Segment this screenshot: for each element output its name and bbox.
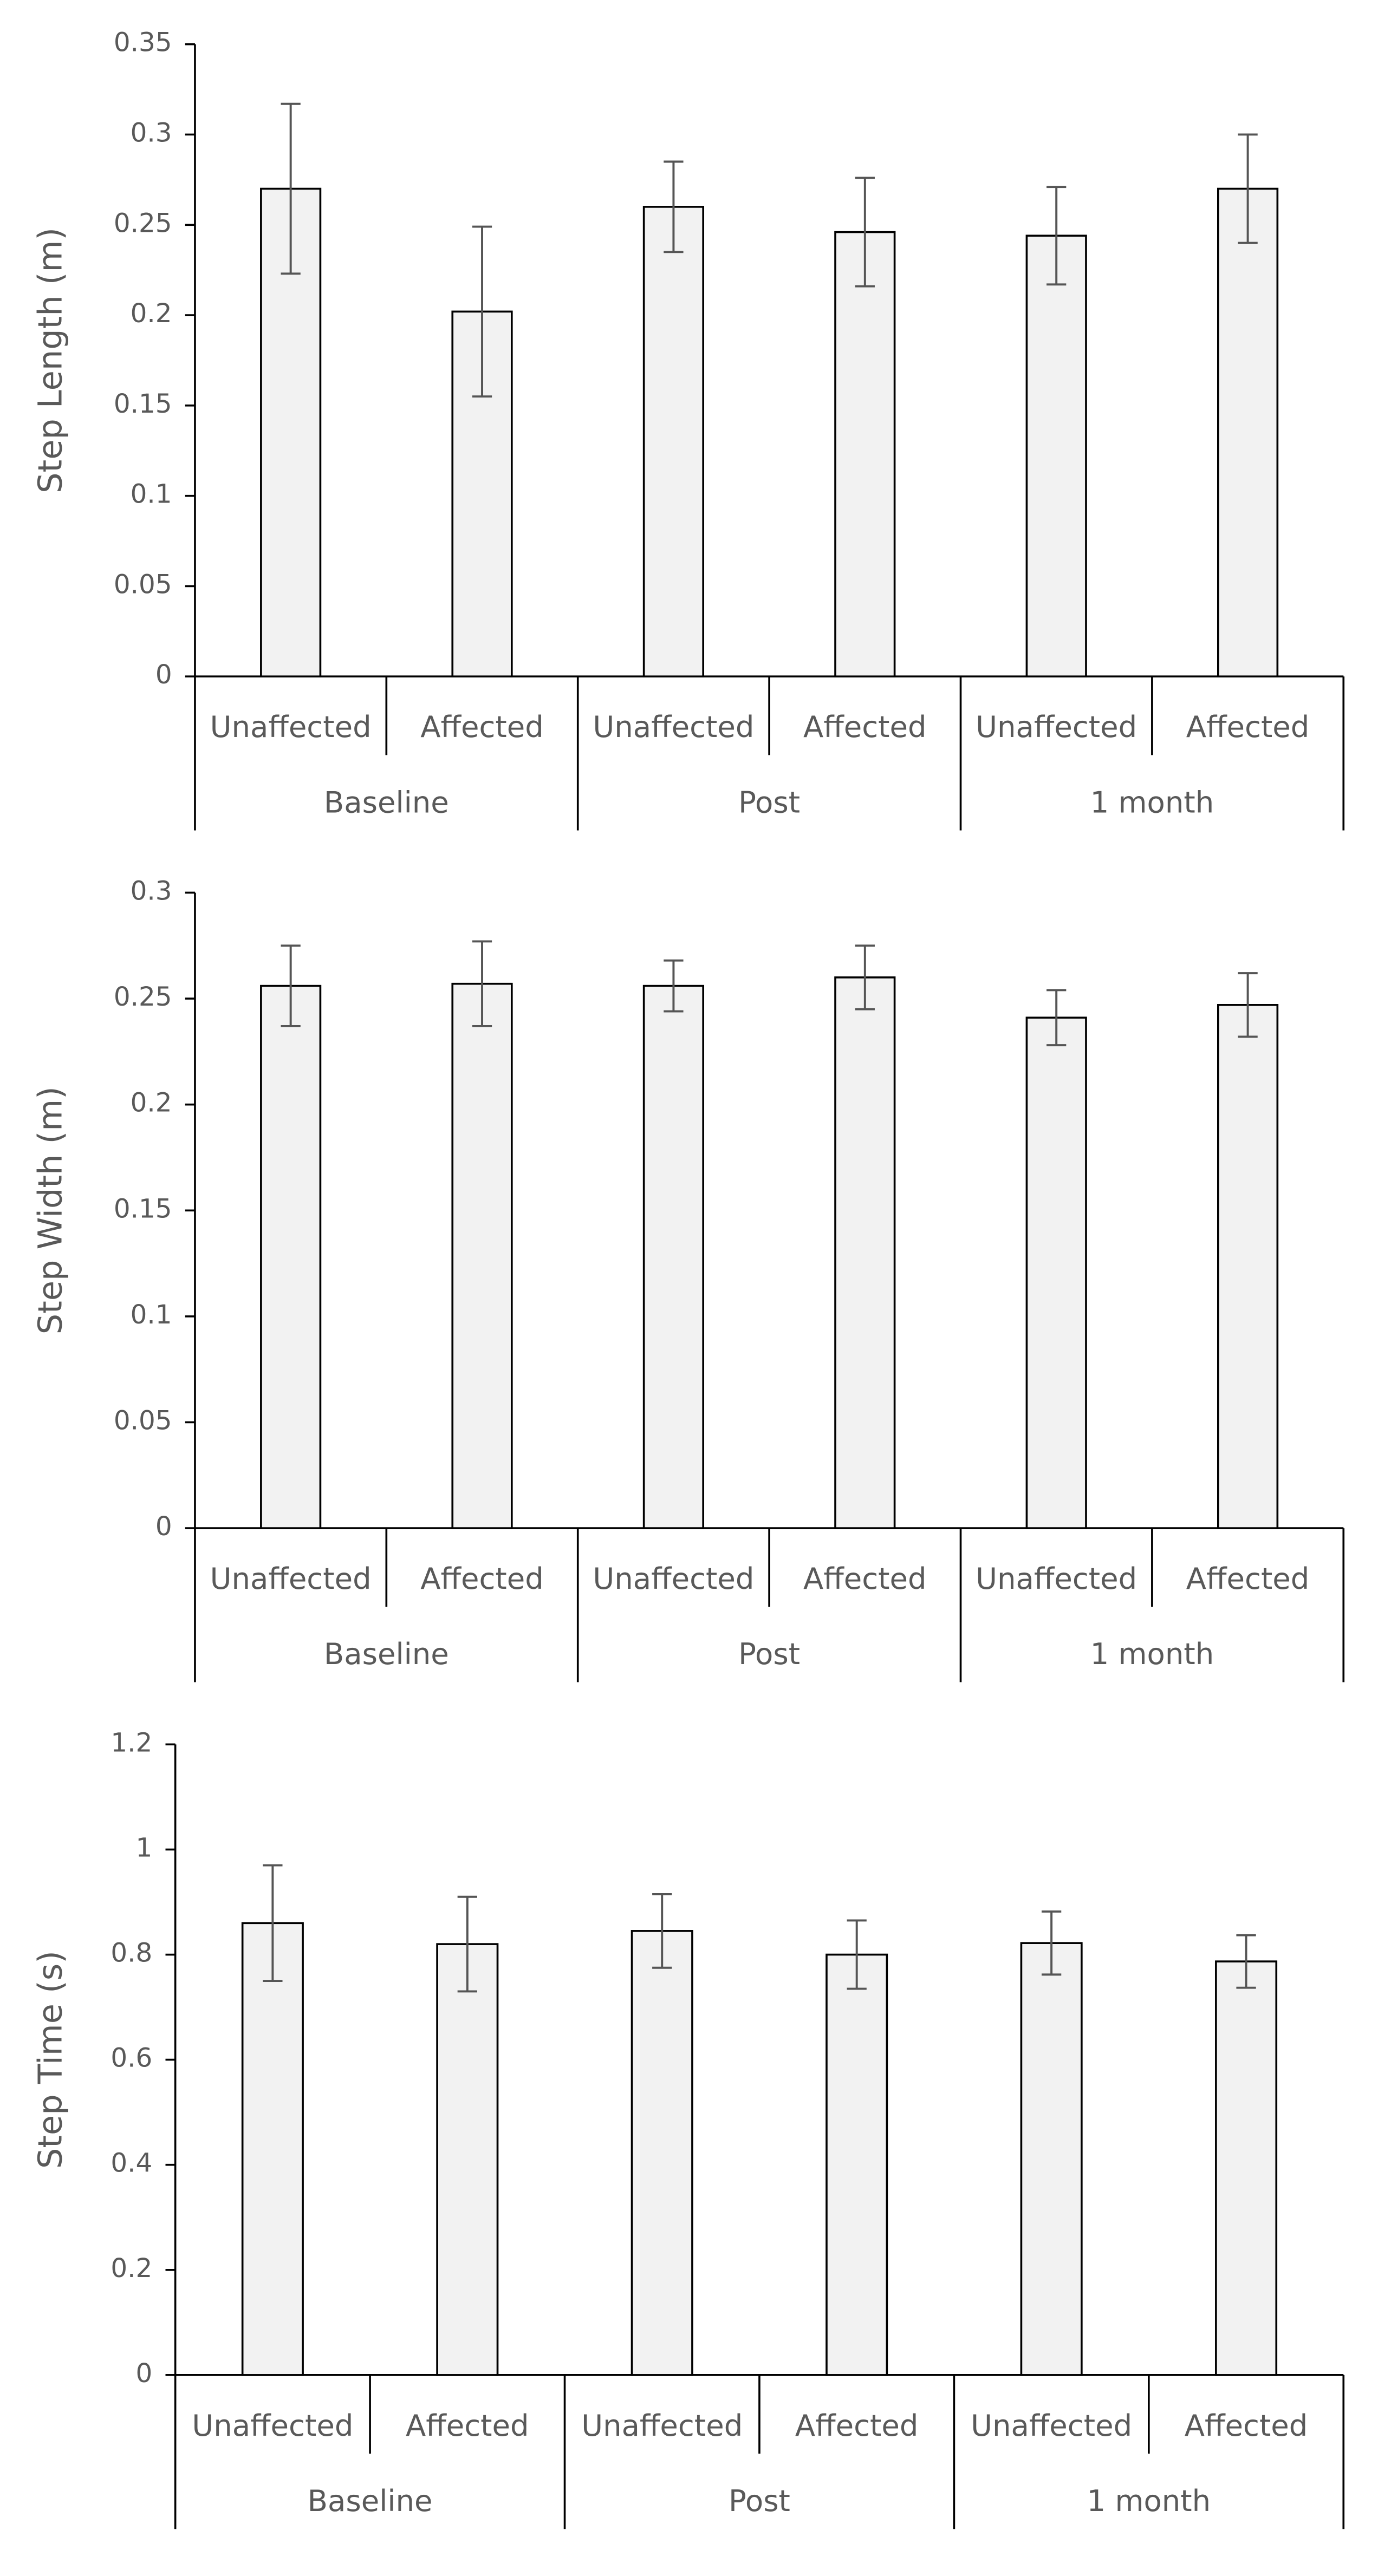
x-tick-label: Affected: [420, 1561, 544, 1596]
bar: [642, 206, 705, 678]
bar: [834, 976, 896, 1529]
x-tick-label: Unaffected: [976, 1561, 1137, 1596]
y-tick-label: 0.1: [131, 1300, 172, 1330]
bar: [1217, 1004, 1279, 1529]
group-label: 1 month: [1090, 785, 1214, 819]
y-tick-label: 0.1: [131, 479, 172, 510]
y-tick-label: 0.3: [131, 118, 172, 148]
bar: [834, 231, 896, 678]
error-bar: [855, 177, 875, 288]
x-tick-label: Unaffected: [192, 2408, 353, 2443]
x-tick-label: Affected: [1186, 709, 1310, 744]
error-bar: [472, 225, 492, 398]
error-bar: [652, 1893, 672, 1969]
error-bar: [1238, 133, 1258, 244]
bar: [1025, 234, 1087, 678]
x-tick-label: Affected: [406, 2408, 529, 2443]
bar: [436, 1943, 499, 2376]
y-tick-label: 1: [136, 1832, 153, 1863]
y-tick-label: 0.35: [114, 28, 172, 58]
y-tick-label: 1.2: [110, 1727, 152, 1758]
y-axis-title: Step Length (m): [31, 227, 69, 493]
y-tick-label: 0.2: [131, 298, 172, 329]
y-tick-label: 0.2: [110, 2253, 152, 2284]
group-label: Baseline: [308, 2483, 433, 2518]
error-bar: [847, 1919, 867, 1990]
x-tick-label: Affected: [803, 1561, 927, 1596]
bar: [630, 1930, 693, 2376]
group-label: Post: [729, 2483, 790, 2518]
y-tick-label: 0.4: [110, 2148, 152, 2179]
group-label: Post: [738, 1636, 800, 1671]
group-label: 1 month: [1087, 2483, 1211, 2518]
x-tick-label: Unaffected: [581, 2408, 743, 2443]
x-tick-label: Affected: [803, 709, 927, 744]
y-tick-label: 0.05: [114, 1405, 172, 1436]
y-tick-label: 0: [136, 2358, 153, 2389]
x-tick-label: Affected: [1186, 1561, 1310, 1596]
x-tick-label: Unaffected: [976, 709, 1137, 744]
group-label: 1 month: [1090, 1636, 1214, 1671]
error-bar: [1238, 972, 1258, 1038]
y-tick-label: 0.25: [114, 208, 172, 238]
x-tick-label: Affected: [1185, 2408, 1308, 2443]
group-label: Baseline: [324, 1636, 449, 1671]
bar: [826, 1953, 888, 2376]
error-bar: [457, 1895, 477, 1993]
y-tick-label: 0.15: [114, 1194, 172, 1224]
bar: [451, 982, 513, 1529]
x-tick-label: Unaffected: [593, 709, 754, 744]
y-tick-label: 0.8: [110, 1938, 152, 1968]
bar: [1217, 187, 1279, 678]
group-label: Baseline: [324, 785, 449, 819]
error-bar: [855, 944, 875, 1010]
y-axis-title: Step Time (s): [31, 1951, 69, 2169]
error-bar: [281, 102, 301, 275]
error-bar: [1046, 989, 1067, 1047]
x-tick-label: Unaffected: [210, 1561, 372, 1596]
group-label: Post: [738, 785, 800, 819]
bar: [241, 1922, 304, 2376]
x-tick-label: Unaffected: [593, 1561, 754, 1596]
error-bar: [263, 1864, 283, 1982]
error-bar: [1041, 1910, 1062, 1976]
y-tick-label: 0.25: [114, 982, 172, 1012]
y-tick-label: 0.05: [114, 569, 172, 599]
y-tick-label: 0: [155, 1511, 172, 1542]
x-tick-label: Unaffected: [210, 709, 372, 744]
error-bar: [472, 940, 492, 1027]
error-bar: [664, 160, 684, 253]
error-bar: [1046, 186, 1067, 286]
x-tick-label: Unaffected: [971, 2408, 1132, 2443]
y-axis-title: Step Width (m): [31, 1086, 69, 1334]
bar: [1025, 1016, 1087, 1529]
bar: [260, 984, 322, 1529]
bar: [1215, 1960, 1278, 2376]
error-bar: [1236, 1934, 1256, 1989]
error-bar: [281, 944, 301, 1027]
y-tick-label: 0: [155, 660, 172, 690]
y-tick-label: 0.2: [131, 1088, 172, 1118]
x-tick-label: Affected: [795, 2408, 919, 2443]
error-bar: [664, 959, 684, 1013]
bar: [1020, 1942, 1083, 2376]
y-tick-label: 0.15: [114, 389, 172, 419]
y-tick-label: 0.3: [131, 876, 172, 906]
y-tick-label: 0.6: [110, 2043, 152, 2073]
bar: [642, 984, 705, 1529]
x-tick-label: Affected: [420, 709, 544, 744]
